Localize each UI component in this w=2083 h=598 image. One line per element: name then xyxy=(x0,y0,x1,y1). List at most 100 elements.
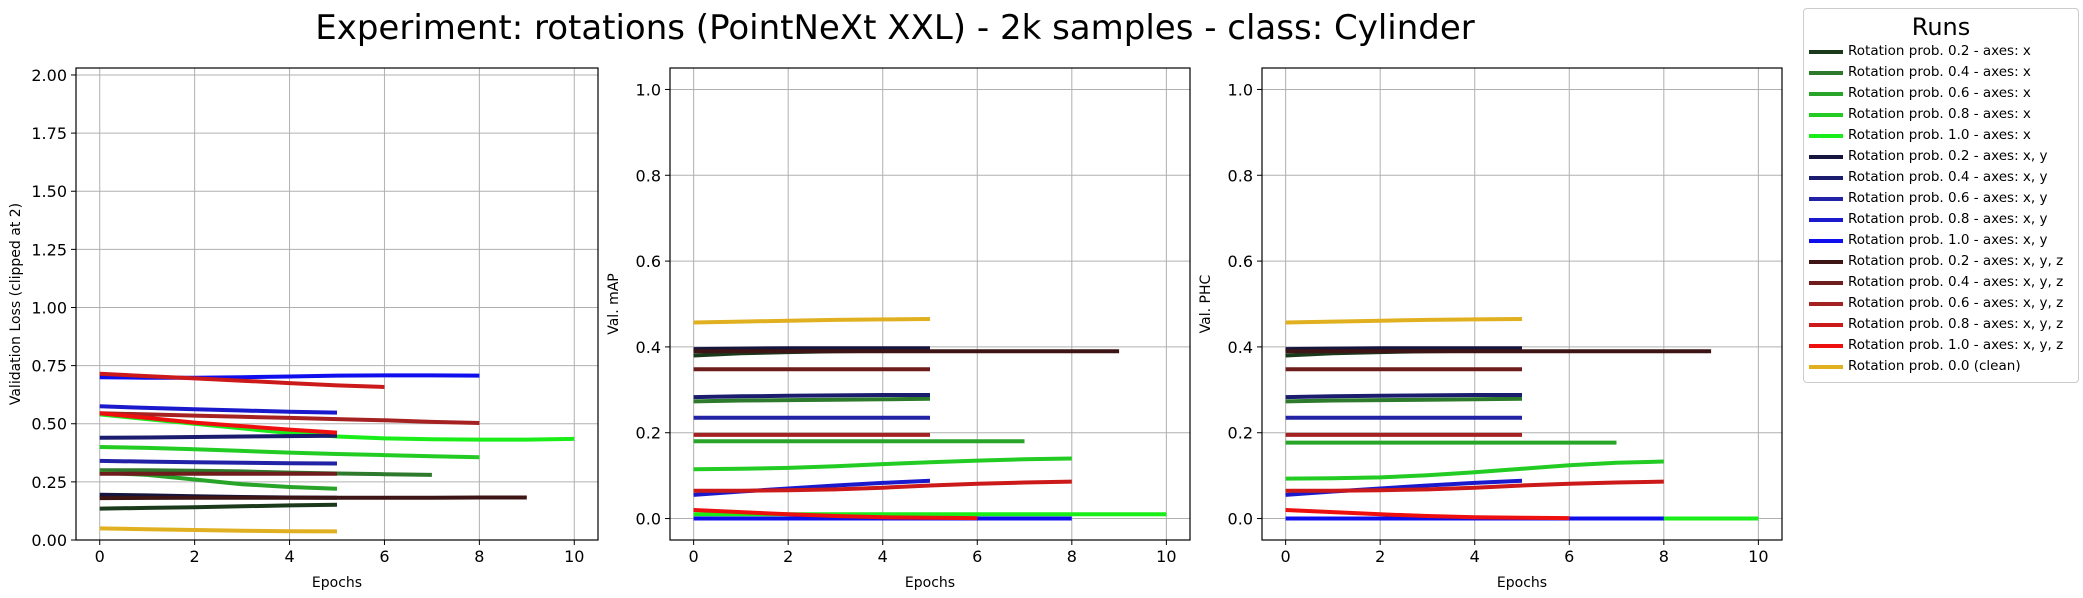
charts-canvas: 0 2 4 6 8 100.000.250.500.751.001.251.501.752… xyxy=(8,66,1783,591)
legend-label: Rotation prob. 0.0 (clean) xyxy=(1848,358,2021,374)
y-tick-label: 0.2 xyxy=(1228,424,1253,443)
legend-swatch xyxy=(1809,155,1843,159)
y-tick-label: 0.8 xyxy=(636,166,661,185)
y-tick-label: 1.75 xyxy=(31,124,67,143)
y-axis-label: Val. PHC xyxy=(1198,274,1214,333)
legend-title: Runs xyxy=(1911,13,1971,41)
x-tick-label: 0 xyxy=(1281,547,1291,566)
x-tick-label: 8 xyxy=(1067,547,1077,566)
legend-label: Rotation prob. 0.6 - axes: x, y xyxy=(1848,190,2048,206)
y-tick-label: 0.6 xyxy=(636,252,661,271)
y-axis-label: Val. mAP xyxy=(606,273,622,335)
axes-frame xyxy=(669,67,1191,541)
y-tick-label: 0.8 xyxy=(1228,166,1253,185)
series-line xyxy=(99,445,480,460)
legend-item: Rotation prob. 0.2 - axes: x, y xyxy=(1804,146,2078,167)
y-tick-label: 0.4 xyxy=(1228,338,1253,357)
legend-item: Rotation prob. 1.0 - axes: x, y xyxy=(1804,230,2078,251)
series-line xyxy=(693,396,931,404)
legend-label: Rotation prob. 0.4 - axes: x, y xyxy=(1848,169,2048,185)
x-tick-label: 4 xyxy=(1470,547,1480,566)
y-tick-label: 0.4 xyxy=(636,338,661,357)
legend-label: Rotation prob. 0.6 - axes: x xyxy=(1848,85,2031,101)
x-tick-label: 8 xyxy=(474,547,484,566)
legend-label: Rotation prob. 0.2 - axes: x, y xyxy=(1848,148,2048,164)
x-tick-label: 10 xyxy=(1156,547,1176,566)
legend-swatch xyxy=(1809,323,1843,327)
figure-title: Experiment: rotations (PointNeXt XXL) - … xyxy=(315,8,1475,48)
legend-swatch xyxy=(1809,218,1843,222)
legend-item: Rotation prob. 0.4 - axes: x xyxy=(1804,62,2078,83)
x-tick-label: 2 xyxy=(1375,547,1385,566)
y-tick-label: 1.50 xyxy=(31,182,67,201)
legend-label: Rotation prob. 0.6 - axes: x, y, z xyxy=(1848,295,2064,311)
series-line xyxy=(99,411,480,425)
legend-swatch xyxy=(1809,197,1843,201)
y-tick-label: 2.00 xyxy=(31,66,67,85)
x-tick-label: 2 xyxy=(783,547,793,566)
legend-label: Rotation prob. 0.4 - axes: x xyxy=(1848,64,2031,80)
legend-label: Rotation prob. 0.2 - axes: x xyxy=(1848,43,2031,59)
series-line xyxy=(693,508,978,521)
series-line xyxy=(1285,346,1522,352)
y-tick-label: 0.00 xyxy=(31,531,67,550)
series-line xyxy=(99,526,338,534)
y-axis-label: Validation Loss (clipped at 2) xyxy=(8,203,24,405)
legend-item: Rotation prob. 1.0 - axes: x, y, z xyxy=(1804,335,2078,356)
legend-label: Rotation prob. 0.8 - axes: x, y, z xyxy=(1848,316,2064,332)
x-tick-label: 10 xyxy=(564,547,584,566)
axes-frame xyxy=(75,67,599,541)
series-line xyxy=(1285,459,1664,481)
series-line xyxy=(99,502,338,511)
x-tick-label: 6 xyxy=(1564,547,1574,566)
legend-label: Rotation prob. 1.0 - axes: x, y, z xyxy=(1848,337,2064,353)
legend-item: Rotation prob. 0.8 - axes: x, y xyxy=(1804,209,2078,230)
series-line xyxy=(99,433,338,440)
x-tick-label: 4 xyxy=(878,547,888,566)
x-tick-label: 0 xyxy=(689,547,699,566)
legend: Runs Rotation prob. 0.2 - axes: x Rotatio… xyxy=(1803,8,2079,383)
y-tick-label: 1.25 xyxy=(31,240,67,259)
y-tick-label: 0.0 xyxy=(1228,510,1253,529)
legend-label: Rotation prob. 1.0 - axes: x xyxy=(1848,127,2031,143)
y-tick-label: 1.0 xyxy=(1228,80,1253,99)
legend-swatch xyxy=(1809,176,1843,180)
chart-panel-1: 0 2 4 6 8 10 0.00 0.25 0.50 0.75 1.00 1.25 1.50 1.75 2… xyxy=(8,66,599,591)
legend-swatch xyxy=(1809,260,1843,264)
series-line xyxy=(1285,508,1570,521)
legend-item: Rotation prob. 0.6 - axes: x xyxy=(1804,83,2078,104)
legend-item: Rotation prob. 0.4 - axes: x, y xyxy=(1804,167,2078,188)
legend-swatch xyxy=(1809,302,1843,306)
legend-label: Rotation prob. 1.0 - axes: x, y xyxy=(1848,232,2048,248)
legend-swatch xyxy=(1809,365,1843,369)
legend-swatch xyxy=(1809,50,1843,54)
axes-frame xyxy=(1261,67,1783,541)
legend-label: Rotation prob. 0.8 - axes: x, y xyxy=(1848,211,2048,227)
legend-items: Rotation prob. 0.2 - axes: x Rotation pro… xyxy=(1804,41,2078,377)
legend-swatch xyxy=(1809,344,1843,348)
x-axis-label: Epochs xyxy=(312,575,362,591)
y-tick-label: 0.75 xyxy=(31,357,67,376)
series-line xyxy=(1285,317,1523,325)
x-tick-label: 8 xyxy=(1659,547,1669,566)
legend-swatch xyxy=(1809,239,1843,243)
y-tick-label: 0.6 xyxy=(1228,252,1253,271)
series-line xyxy=(1285,393,1522,400)
y-tick-label: 0.50 xyxy=(31,415,67,434)
x-axis-label: Epochs xyxy=(1497,575,1547,591)
x-tick-label: 0 xyxy=(95,547,105,566)
series-line xyxy=(99,371,385,389)
series-line xyxy=(1285,396,1523,404)
series-line xyxy=(693,346,930,352)
x-tick-label: 6 xyxy=(379,547,389,566)
legend-item: Rotation prob. 0.2 - axes: x xyxy=(1804,41,2078,62)
legend-swatch xyxy=(1809,134,1843,138)
series-line xyxy=(1285,479,1664,493)
x-axis-label: Epochs xyxy=(905,575,955,591)
y-tick-label: 1.00 xyxy=(31,298,67,317)
series-line xyxy=(99,495,527,501)
series-line xyxy=(99,411,338,435)
legend-swatch xyxy=(1809,92,1843,96)
series-line xyxy=(693,479,1072,493)
